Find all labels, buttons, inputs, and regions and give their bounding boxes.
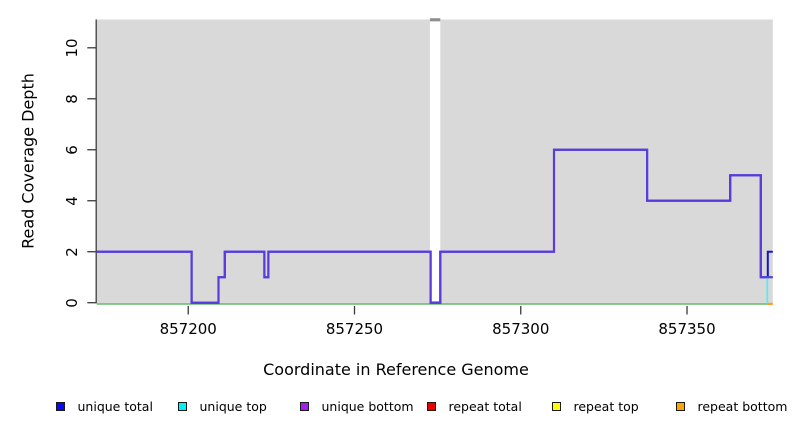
legend-item-repeat-top: repeat top (551, 397, 639, 415)
legend-swatch-unique-top (177, 401, 187, 411)
legend-label: unique bottom (321, 398, 414, 414)
y-tick-label: 0 (63, 297, 81, 308)
legend-label: repeat total (448, 398, 522, 414)
y-tick-label: 10 (63, 38, 81, 58)
legend: unique total unique top unique bottom repea… (0, 397, 792, 417)
y-tick-label: 2 (63, 246, 81, 257)
legend-label: unique total (77, 398, 153, 414)
coverage-gap-stripe (429, 21, 441, 302)
x-tick-label: 857200 (159, 320, 217, 338)
y-axis-title: Read Coverage Depth (18, 73, 38, 249)
legend-swatch-unique-bottom (299, 401, 309, 411)
legend-swatch-unique-total (55, 401, 65, 411)
legend-item-unique-bottom: unique bottom (299, 397, 414, 415)
legend-item-unique-top: unique top (177, 397, 267, 415)
x-axis-title: Coordinate in Reference Genome (263, 360, 529, 379)
series-line-unique-bottom (96, 148, 773, 304)
legend-swatch-repeat-total (426, 401, 436, 411)
y-tick-label: 4 (63, 195, 81, 206)
legend-item-unique-total: unique total (55, 397, 153, 415)
legend-label: repeat top (573, 398, 639, 414)
y-tick-label: 6 (63, 144, 81, 155)
legend-swatch-repeat-top (551, 401, 561, 411)
x-tick-label: 857300 (492, 320, 550, 338)
x-tick-label: 857250 (325, 320, 384, 338)
legend-item-repeat-bottom: repeat bottom (675, 397, 788, 415)
legend-swatch-repeat-bottom (675, 401, 685, 411)
coverage-gap-cap (429, 18, 441, 22)
legend-label: unique top (199, 398, 267, 414)
x-tick-label: 857350 (658, 320, 716, 338)
y-tick-label: 8 (63, 93, 81, 104)
legend-label: repeat bottom (697, 398, 788, 414)
legend-item-repeat-total: repeat total (426, 397, 522, 415)
